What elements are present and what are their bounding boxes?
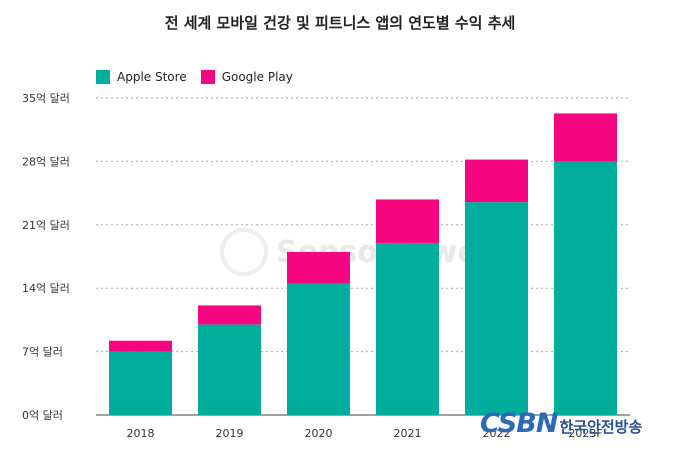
y-tick-label: 35억 달러 [22,92,70,105]
x-tick-label: 2019 [216,427,244,440]
bar-apple-store [287,283,350,415]
bar-google-play [109,340,172,352]
bar-apple-store [554,161,617,415]
bar-apple-store [198,324,261,415]
bars [109,113,617,415]
bar-apple-store [465,202,528,415]
bar-apple-store [376,242,439,415]
y-tick-labels: 0억 달러 7억 달러 14억 달러 21억 달러 28억 달러 35억 달러 [22,92,70,422]
gridlines [96,97,630,416]
bar-google-play [554,113,617,162]
y-tick-label: 0억 달러 [22,409,63,422]
legend: Apple Store Google Play [96,70,293,84]
y-tick-label: 28억 달러 [22,155,70,168]
x-tick-label: 2021 [394,427,422,440]
broadcaster-logo: CSBN 한국안전방송 [480,410,642,437]
bar-google-play [287,251,350,284]
x-tick-label: 2020 [305,427,333,440]
bar-google-play [376,199,439,243]
broadcaster-logo-name: 한국안전방송 [559,418,643,436]
broadcaster-logo-mark: CSBN [480,408,558,439]
legend-label-google: Google Play [221,70,293,84]
x-tick-label: 2022 [483,427,511,440]
y-tick-label: 14억 달러 [22,282,70,295]
y-tick-label: 7억 달러 [22,346,63,359]
legend-label-apple: Apple Store [117,70,187,84]
x-tick-label: 2023F [568,427,602,440]
bar-apple-store [109,351,172,415]
bar-google-play [465,159,528,203]
x-tick-label: 2018 [127,427,155,440]
chart-title: 전 세계 모바일 건강 및 피트니스 앱의 연도별 수익 추세 [164,14,516,32]
legend-item-apple: Apple Store [96,70,187,84]
x-tick-labels: 2018 2019 2020 2021 2022 2023F [127,427,603,440]
legend-swatch-google [200,70,215,84]
y-tick-label: 21억 달러 [22,219,70,232]
bar-google-play [198,305,261,325]
legend-swatch-apple [96,70,110,84]
legend-item-google: Google Play [200,70,293,84]
